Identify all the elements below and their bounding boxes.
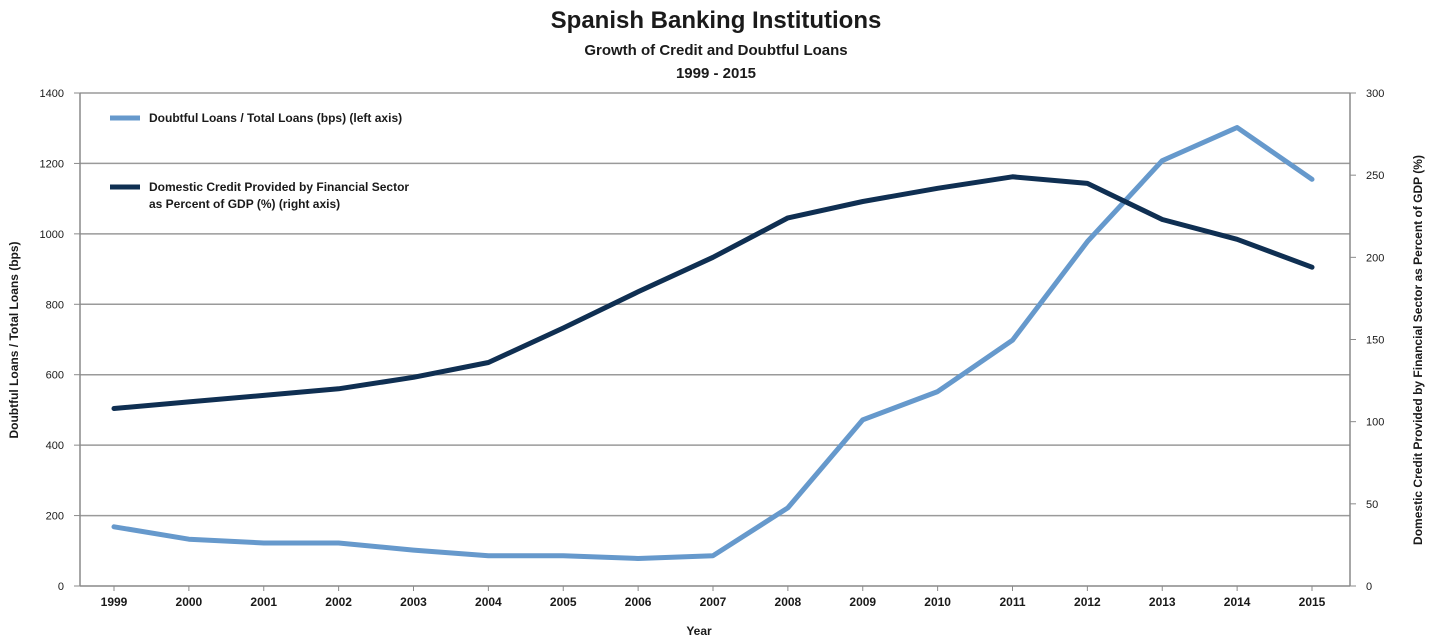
left-axis-label: Doubtful Loans / Total Loans (bps): [7, 241, 21, 438]
left-tick-label: 1400: [40, 88, 64, 100]
x-tick-label: 2013: [1149, 595, 1176, 609]
left-tick-label: 600: [46, 370, 64, 382]
x-tick-label: 2014: [1224, 595, 1251, 609]
x-tick-label: 2007: [700, 595, 727, 609]
x-tick-label: 2011: [999, 595, 1025, 609]
x-tick-label: 2005: [550, 595, 577, 609]
series-line-domestic-credit: [111, 174, 1315, 411]
x-axis-ticks: 1999 2000 2001 2002 2003 2004 2005 2006 2007 2008…: [101, 586, 1326, 609]
x-tick-label: 2003: [400, 595, 427, 609]
legend-label-domestic-credit-line2: as Percent of GDP (%) (right axis): [149, 197, 340, 211]
x-tick-label: 2012: [1074, 595, 1101, 609]
right-tick-label: 150: [1366, 335, 1384, 347]
left-axis-ticks: 0 200 400 600 800 1000 1200 1400: [40, 88, 80, 593]
gridlines: [79, 92, 1351, 587]
x-tick-label: 2000: [176, 595, 203, 609]
x-tick-label: 2001: [250, 595, 277, 609]
left-tick-label: 200: [46, 511, 64, 523]
series-line-doubtful-loans: [111, 125, 1315, 561]
right-tick-label: 100: [1366, 417, 1384, 429]
x-tick-label: 2009: [849, 595, 876, 609]
legend: Doubtful Loans / Total Loans (bps) (left…: [110, 111, 409, 211]
left-tick-label: 800: [46, 299, 64, 311]
left-tick-label: 1000: [40, 229, 64, 241]
left-tick-label: 1200: [40, 158, 64, 170]
chart-subtitle: Growth of Credit and Doubtful Loans: [584, 42, 847, 59]
right-tick-label: 250: [1366, 170, 1384, 182]
right-axis-label: Domestic Credit Provided by Financial Se…: [1411, 155, 1425, 545]
x-tick-label: 2008: [775, 595, 802, 609]
right-tick-label: 0: [1366, 581, 1372, 593]
legend-label-domestic-credit-line1: Domestic Credit Provided by Financial Se…: [149, 180, 409, 194]
x-tick-label: 2006: [625, 595, 652, 609]
x-tick-label: 2015: [1299, 595, 1326, 609]
legend-label-doubtful-loans: Doubtful Loans / Total Loans (bps) (left…: [149, 111, 402, 125]
right-tick-label: 200: [1366, 252, 1384, 264]
x-axis-label: Year: [686, 624, 712, 638]
chart-subtitle-years: 1999 - 2015: [676, 65, 756, 82]
right-tick-label: 300: [1366, 88, 1384, 100]
chart-title: Spanish Banking Institutions: [551, 7, 882, 34]
right-axis-ticks: 0 50 100 150 200 250 300: [1350, 88, 1384, 593]
left-tick-label: 0: [58, 581, 64, 593]
x-tick-label: 2010: [924, 595, 951, 609]
x-tick-label: 2002: [325, 595, 352, 609]
x-tick-label: 1999: [101, 595, 128, 609]
x-tick-label: 2004: [475, 595, 502, 609]
left-tick-label: 400: [46, 440, 64, 452]
right-tick-label: 50: [1366, 499, 1378, 511]
series-lines: [111, 125, 1315, 561]
